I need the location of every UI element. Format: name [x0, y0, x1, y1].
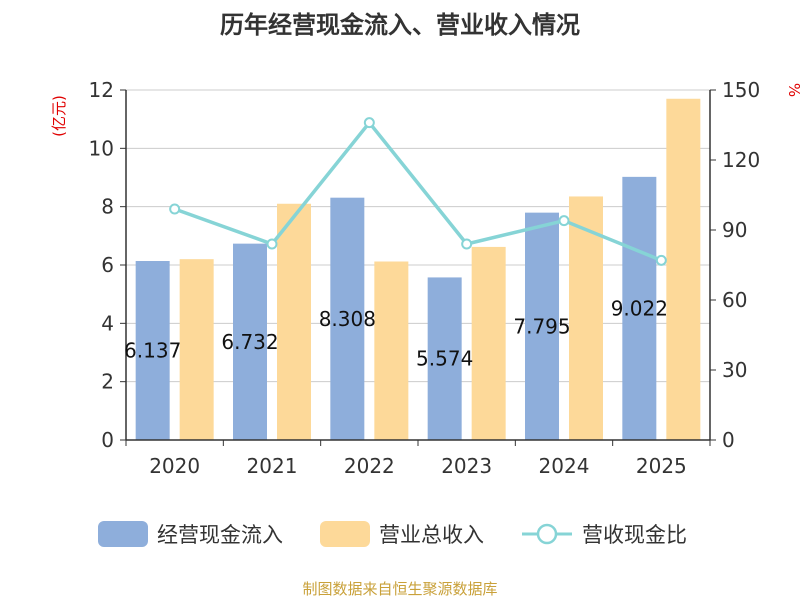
left-tick-label: 4 — [101, 311, 114, 335]
bar-revenue — [471, 246, 506, 440]
bar-revenue — [569, 196, 603, 440]
right-tick-label: 30 — [722, 358, 747, 382]
bar-cash-inflow — [233, 243, 267, 440]
data-label-cash-inflow: 6.137 — [124, 339, 181, 363]
left-tick-label: 2 — [101, 370, 114, 394]
x-tick-label: 2025 — [636, 454, 687, 478]
bar-revenue — [374, 261, 409, 440]
bar-revenue — [277, 203, 311, 440]
left-tick-label: 12 — [89, 78, 114, 102]
right-axis-label: % — [785, 83, 800, 97]
x-tick-label: 2020 — [149, 454, 200, 478]
grid-lines — [126, 89, 710, 383]
x-tick-label: 2024 — [539, 454, 590, 478]
bars-layer — [135, 98, 701, 440]
left-tick-label: 0 — [101, 428, 114, 452]
bar-cash-inflow — [622, 176, 657, 440]
data-label-cash-inflow: 7.795 — [513, 314, 570, 338]
bar-cash-inflow — [525, 212, 559, 440]
ratio-point — [655, 254, 667, 266]
left-tick-label: 6 — [101, 253, 114, 277]
bar-revenue — [179, 259, 214, 440]
data-label-cash-inflow: 6.732 — [221, 330, 278, 354]
x-tick-label: 2021 — [247, 454, 298, 478]
legend-swatch-ratio-marker — [536, 523, 558, 545]
x-tick-label: 2023 — [441, 454, 492, 478]
right-tick-label: 60 — [722, 288, 747, 312]
bar-revenue — [666, 98, 701, 440]
right-tick-label: 90 — [722, 218, 747, 242]
chart-title: 历年经营现金流入、营业收入情况 — [220, 11, 580, 39]
bar-cash-inflow — [330, 197, 365, 440]
bar-cash-inflow — [427, 277, 462, 440]
data-label-cash-inflow: 9.022 — [611, 296, 668, 320]
ratio-point — [266, 238, 278, 250]
ratio-point — [558, 215, 570, 227]
ratio-point — [363, 117, 375, 129]
source-note: 制图数据来自恒生聚源数据库 — [302, 580, 497, 598]
legend-swatch-revenue — [320, 521, 370, 547]
legend: 经营现金流入 营业总收入 营收现金比 — [98, 521, 687, 547]
left-tick-label: 10 — [89, 136, 114, 160]
legend-label-ratio: 营收现金比 — [582, 523, 687, 547]
data-label-cash-inflow: 8.308 — [319, 307, 376, 331]
right-tick-label: 150 — [722, 78, 760, 102]
legend-label-revenue: 营业总收入 — [379, 523, 484, 547]
left-tick-label: 8 — [101, 195, 114, 219]
data-label-cash-inflow: 5.574 — [416, 347, 473, 371]
line-layer — [169, 117, 667, 266]
ratio-point — [461, 238, 473, 250]
ratio-line — [174, 119, 662, 262]
bar-cash-inflow — [135, 261, 170, 440]
left-axis-label: (亿元) — [50, 95, 68, 137]
right-tick-label: 0 — [722, 428, 735, 452]
legend-swatch-cash-inflow — [98, 521, 148, 547]
right-tick-label: 120 — [722, 148, 760, 172]
legend-label-cash-inflow: 经营现金流入 — [157, 523, 283, 547]
x-tick-label: 2022 — [344, 454, 395, 478]
ratio-point — [169, 203, 181, 215]
data-labels-layer: 6.137 6.732 8.308 5.574 7.795 9.022 — [124, 296, 668, 370]
